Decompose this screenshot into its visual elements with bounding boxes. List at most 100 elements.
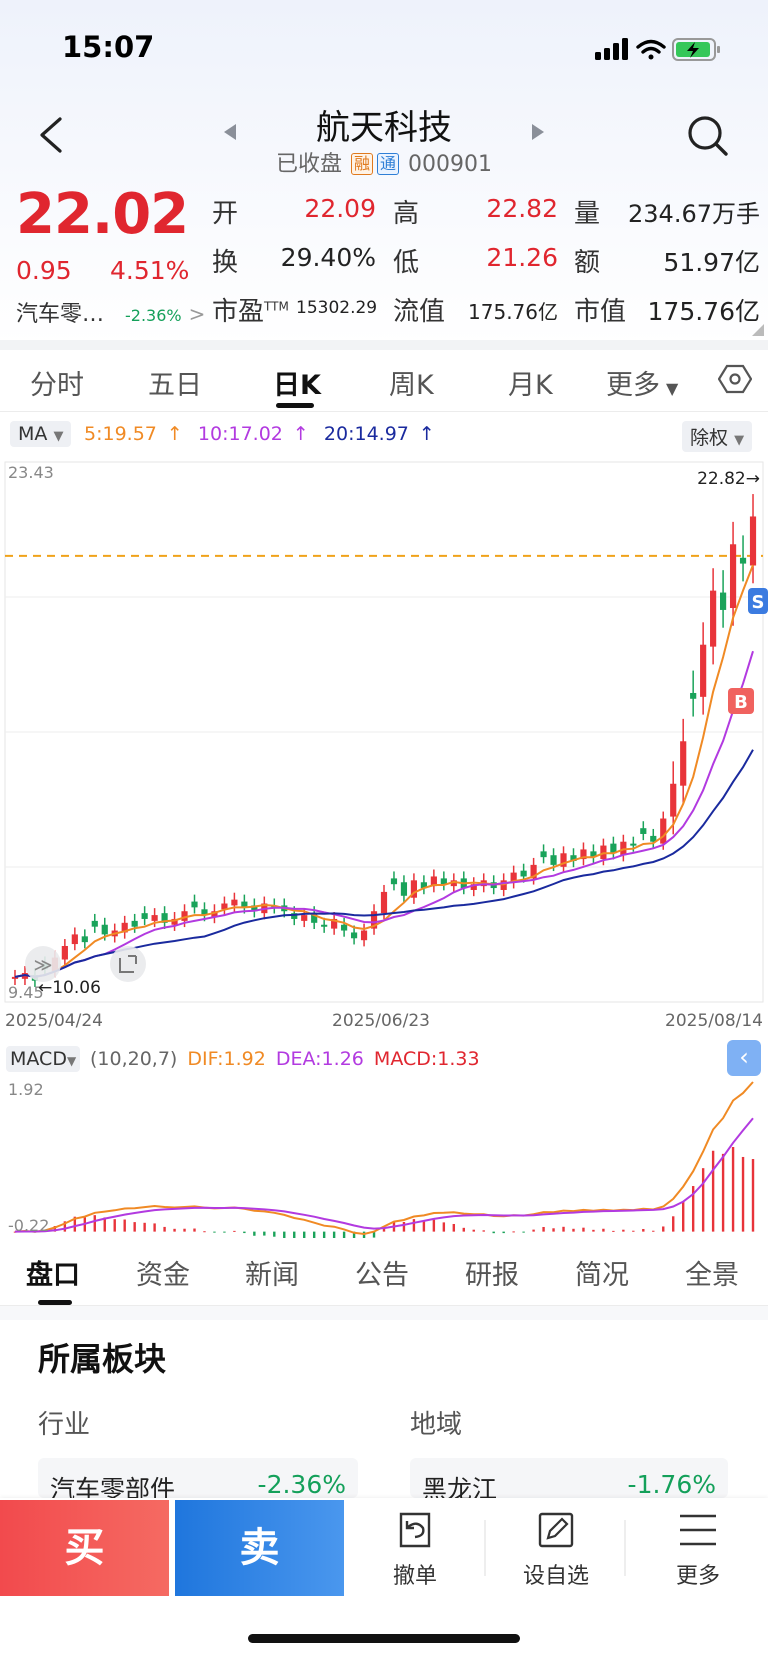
stock-code: 000901 <box>408 152 492 177</box>
macd-bar <box>462 1227 465 1232</box>
candle <box>670 761 677 835</box>
macd-bar <box>93 1215 96 1232</box>
candle <box>650 828 657 848</box>
sell-button[interactable]: 卖 <box>175 1500 344 1596</box>
macd-bar <box>472 1229 475 1232</box>
low-label: 低 <box>393 248 420 278</box>
svg-text:S: S <box>752 592 765 613</box>
market-cap-label: 市值 <box>574 297 627 327</box>
adjust-select[interactable]: 除权 ▼ <box>682 421 753 452</box>
tab-daily-k[interactable]: 日K <box>273 370 321 401</box>
section-tabs-divider <box>0 1305 768 1306</box>
menu-icon <box>680 1514 716 1546</box>
more-button[interactable]: 更多 <box>638 1510 758 1590</box>
tab-five-day[interactable]: 五日 <box>148 370 202 401</box>
macd-bar <box>642 1228 645 1232</box>
chart-gridlines <box>5 596 763 868</box>
candle <box>390 871 398 891</box>
pe-label: 市盈TTM <box>212 297 289 327</box>
tab-funds[interactable]: 资金 <box>136 1260 190 1291</box>
tab-profile[interactable]: 简况 <box>575 1260 629 1291</box>
current-price: 22.02 <box>16 182 189 247</box>
candle <box>620 834 627 862</box>
active-tab-indicator <box>276 403 314 408</box>
candle <box>640 821 647 841</box>
tab-monthly-k[interactable]: 月K <box>508 370 553 401</box>
macd-bar <box>253 1231 256 1236</box>
industry-name: 汽车零部件 <box>50 1475 176 1498</box>
tab-intraday[interactable]: 分时 <box>30 370 84 401</box>
candle <box>331 912 338 935</box>
candle <box>221 896 228 916</box>
sector-link[interactable]: 汽车零… -2.36% > <box>16 296 205 328</box>
candle <box>420 875 427 895</box>
undo-icon <box>399 1512 431 1548</box>
amount-label: 额 <box>574 248 601 278</box>
indicator-select[interactable]: MA ▼ <box>10 421 72 447</box>
high-marker: 22.82→ <box>697 469 760 489</box>
macd-bar <box>13 1231 17 1233</box>
region-card[interactable]: 黑龙江 -1.76% <box>410 1458 728 1498</box>
candle <box>610 836 617 860</box>
macd-bar <box>183 1228 186 1232</box>
float-cap-value: 175.76亿 <box>468 300 558 324</box>
macd-bar <box>632 1230 635 1232</box>
macd-bar <box>143 1222 146 1232</box>
macd-bar <box>123 1219 126 1232</box>
macd-bar <box>322 1231 326 1238</box>
macd-select[interactable]: MACD▼ <box>6 1046 81 1072</box>
candle <box>749 494 757 584</box>
candle <box>341 917 348 937</box>
macd-chart[interactable]: 1.92 -0.22 <box>0 1078 768 1238</box>
macd-bar <box>512 1231 515 1233</box>
macd-bar <box>532 1229 535 1232</box>
macd-bar <box>113 1219 116 1232</box>
tab-more[interactable]: 更多 ▼ <box>606 370 679 401</box>
macd-bar <box>283 1231 286 1238</box>
svg-text:B: B <box>734 692 748 713</box>
kline-chart[interactable]: 23.43 9.45 22.82→ ←10.06 B S ≫ 2025/04/2… <box>0 460 768 1030</box>
macd-bar <box>582 1227 585 1232</box>
back-icon[interactable] <box>36 115 66 155</box>
candle <box>141 906 148 926</box>
buy-button[interactable]: 买 <box>0 1500 169 1596</box>
market-cap-value: 175.76亿 <box>647 297 760 326</box>
macd-bar <box>482 1230 485 1232</box>
tab-news[interactable]: 新闻 <box>245 1260 299 1291</box>
turnover-value: 29.40% <box>280 243 376 272</box>
industry-card[interactable]: 汽车零部件 -2.36% <box>38 1458 358 1498</box>
macd-bar <box>203 1231 206 1233</box>
macd-bar <box>312 1231 316 1238</box>
tab-announcements[interactable]: 公告 <box>355 1260 409 1291</box>
candle <box>729 521 737 626</box>
candle <box>470 877 477 897</box>
chart-settings-icon[interactable] <box>718 362 752 396</box>
open-label: 开 <box>212 199 239 229</box>
add-watchlist-button[interactable]: 设自选 <box>496 1510 616 1590</box>
expand-corner-icon[interactable] <box>752 324 764 336</box>
tab-weekly-k[interactable]: 周K <box>389 370 434 401</box>
macd-value: MACD:1.33 <box>373 1048 480 1070</box>
macd-bar <box>263 1231 266 1236</box>
candle <box>231 892 238 912</box>
search-icon[interactable] <box>686 114 730 158</box>
candle <box>81 929 88 949</box>
macd-values: (10,20,7) DIF:1.92 DEA:1.26 MACD:1.33 <box>90 1048 480 1070</box>
macd-bar <box>522 1231 525 1233</box>
ma10-value: 10:17.02 ↑ <box>197 423 309 445</box>
candle <box>131 913 138 933</box>
macd-bar <box>412 1219 416 1232</box>
next-stock-icon[interactable] <box>530 122 546 142</box>
tab-quote-panel[interactable]: 盘口 <box>26 1260 80 1291</box>
y-bottom-label: 9.45 <box>8 983 44 1002</box>
tab-overview[interactable]: 全景 <box>685 1260 739 1291</box>
tab-research[interactable]: 研报 <box>465 1260 519 1291</box>
collapse-panel-button[interactable]: ‹ <box>727 1040 761 1076</box>
macd-bar <box>612 1230 615 1232</box>
candle <box>570 848 577 868</box>
ma5-value: 5:19.57 ↑ <box>84 423 183 445</box>
candle <box>360 923 368 947</box>
cancel-order-button[interactable]: 撤单 <box>355 1510 475 1590</box>
prev-stock-icon[interactable] <box>222 122 238 142</box>
wifi-icon <box>636 39 666 60</box>
